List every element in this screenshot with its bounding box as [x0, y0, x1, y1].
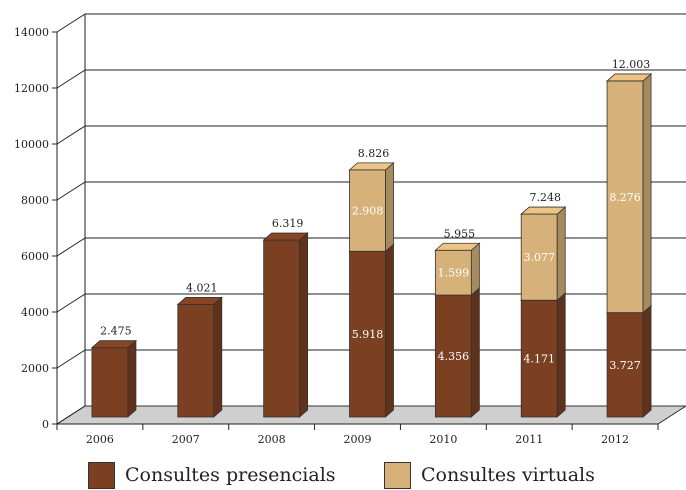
legend-item-presencials: Consultes presencials	[88, 460, 336, 490]
segment-label: 2.908	[352, 205, 384, 218]
bar-virtuals-2011	[520, 213, 558, 301]
bar-side	[556, 292, 566, 418]
side-wall-line	[56, 293, 86, 313]
bar-presencials-2011	[520, 299, 558, 418]
total-label: 12.003	[612, 58, 651, 71]
bar-virtuals-2009	[349, 169, 386, 252]
bar-virtuals-2012	[606, 80, 644, 314]
bar-presencials-2010	[434, 294, 472, 418]
side-wall-line	[56, 405, 86, 425]
y-tick-label: 6000	[21, 250, 49, 263]
bar-side	[385, 243, 394, 418]
segment-label: 4.356	[438, 350, 470, 363]
total-label: 6.319	[272, 217, 304, 230]
side-wall-line	[56, 349, 86, 369]
y-tick-label: 0	[42, 418, 49, 431]
segment-label: 3.727	[609, 359, 641, 372]
bar-presencials-2008	[263, 239, 301, 418]
segment-label: 1.599	[438, 267, 470, 280]
x-tick-label: 2008	[258, 433, 286, 446]
side-wall-line	[56, 181, 86, 201]
bar-top	[520, 206, 567, 215]
bar-side	[642, 73, 652, 314]
x-tick-label: 2009	[344, 433, 372, 446]
x-tick-label: 2007	[172, 433, 200, 446]
bar-top	[90, 340, 137, 349]
bar-top	[606, 73, 653, 82]
legend-label-virtuals: Consultes virtuals	[421, 464, 595, 486]
y-tick-label: 14000	[14, 26, 49, 39]
bar-side	[556, 206, 566, 302]
bar-side	[470, 287, 480, 418]
side-wall-line	[56, 237, 86, 257]
bar-side	[127, 339, 137, 418]
segment-label: 3.077	[523, 251, 555, 264]
side-wall-line	[56, 69, 86, 89]
bar-side	[299, 232, 309, 418]
y-tick-label: 2000	[21, 362, 49, 375]
bar-side	[642, 304, 652, 418]
bar-top	[262, 232, 309, 241]
total-label: 2.475	[100, 325, 132, 338]
x-tick-label: 2006	[86, 433, 114, 446]
bar-top	[348, 162, 395, 171]
bar-presencials-2006	[91, 347, 129, 418]
y-tick-label: 10000	[14, 138, 49, 151]
bar-virtuals-2010	[434, 249, 472, 296]
segment-label: 4.171	[523, 353, 555, 366]
legend-swatch-presencials	[88, 461, 115, 489]
bar-presencials-2007	[177, 304, 215, 418]
segment-label: 5.918	[352, 328, 384, 341]
x-tick-label: 2010	[429, 433, 457, 446]
bar-top	[434, 242, 481, 251]
bar-chart: 0 2000 4000 6000 8000 10000 12000 14000 2006 2007…	[14, 13, 686, 446]
legend-label-presencials: Consultes presencials	[125, 464, 336, 486]
bar-side	[213, 296, 223, 418]
bar-presencials-2009	[349, 250, 386, 418]
y-tick-label: 8000	[21, 194, 49, 207]
bar-top	[176, 297, 223, 305]
legend-item-virtuals: Consultes virtuals	[384, 460, 595, 490]
total-label: 8.826	[358, 147, 390, 160]
total-label: 5.955	[444, 227, 476, 240]
x-tick-label: 2012	[601, 433, 629, 446]
x-tick-label: 2011	[515, 433, 543, 446]
bar-side	[385, 161, 394, 253]
total-label: 4.021	[186, 281, 218, 294]
side-wall-line	[56, 13, 86, 33]
bar-presencials-2012	[606, 312, 644, 418]
y-tick-label: 12000	[14, 82, 49, 95]
y-tick-label: 4000	[21, 306, 49, 319]
legend-swatch-virtuals	[384, 461, 411, 489]
segment-label: 8.276	[609, 191, 641, 204]
side-wall-line	[56, 125, 86, 145]
total-label: 7.248	[529, 191, 561, 204]
bar-side	[470, 242, 480, 296]
